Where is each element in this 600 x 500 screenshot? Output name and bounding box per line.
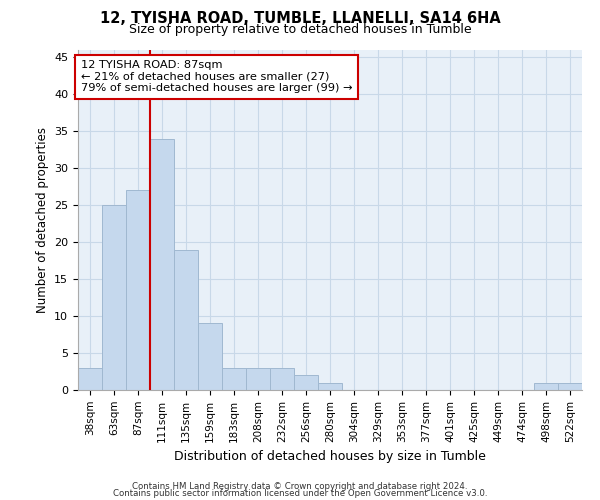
Bar xyxy=(246,368,270,390)
X-axis label: Distribution of detached houses by size in Tumble: Distribution of detached houses by size … xyxy=(174,450,486,463)
Y-axis label: Number of detached properties: Number of detached properties xyxy=(35,127,49,313)
Text: Contains public sector information licensed under the Open Government Licence v3: Contains public sector information licen… xyxy=(113,489,487,498)
Text: Contains HM Land Registry data © Crown copyright and database right 2024.: Contains HM Land Registry data © Crown c… xyxy=(132,482,468,491)
Bar xyxy=(102,205,126,390)
Bar xyxy=(558,382,582,390)
Bar xyxy=(198,324,222,390)
Bar xyxy=(270,368,294,390)
Bar xyxy=(318,382,342,390)
Bar xyxy=(78,368,102,390)
Bar xyxy=(222,368,246,390)
Text: 12 TYISHA ROAD: 87sqm
← 21% of detached houses are smaller (27)
79% of semi-deta: 12 TYISHA ROAD: 87sqm ← 21% of detached … xyxy=(80,60,352,94)
Bar xyxy=(126,190,150,390)
Bar xyxy=(534,382,558,390)
Bar xyxy=(174,250,198,390)
Bar xyxy=(294,375,318,390)
Text: Size of property relative to detached houses in Tumble: Size of property relative to detached ho… xyxy=(128,22,472,36)
Text: 12, TYISHA ROAD, TUMBLE, LLANELLI, SA14 6HA: 12, TYISHA ROAD, TUMBLE, LLANELLI, SA14 … xyxy=(100,11,500,26)
Bar xyxy=(150,138,174,390)
